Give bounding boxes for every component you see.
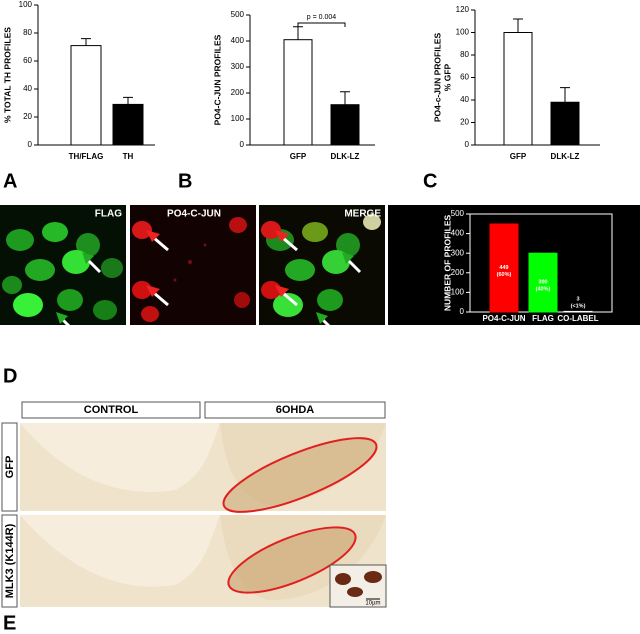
y-tick-label: 0 xyxy=(28,140,33,149)
panel-label: D xyxy=(3,365,17,387)
y-axis-label: % GFP xyxy=(442,63,452,91)
micrograph-pjun xyxy=(130,205,256,325)
y-tick-label: 400 xyxy=(231,36,245,45)
panel-label: A xyxy=(3,170,17,192)
y-tick-label: 80 xyxy=(460,50,469,59)
bar xyxy=(489,223,519,313)
y-tick-label: 60 xyxy=(23,56,32,65)
y-tick-label: 100 xyxy=(19,0,33,9)
arrows xyxy=(56,230,362,334)
annotation: p = 0.004 xyxy=(307,14,336,21)
x-tick-label: CO-LABEL xyxy=(557,314,598,323)
y-tick-label: 500 xyxy=(231,10,245,19)
micrograph-label: FLAG xyxy=(95,209,122,220)
bar xyxy=(528,252,558,313)
micrograph-merge xyxy=(259,205,385,325)
y-tick-label: 20 xyxy=(460,118,469,127)
bar xyxy=(330,104,360,146)
tissue-section xyxy=(20,423,386,513)
header-box xyxy=(204,401,386,419)
y-tick-label: 200 xyxy=(231,88,245,97)
y-tick-label: 400 xyxy=(451,229,465,238)
row-label: GFP xyxy=(4,456,16,479)
y-tick-label: 500 xyxy=(451,209,465,218)
y-tick-label: 0 xyxy=(465,140,470,149)
bar xyxy=(112,103,144,146)
y-tick-label: 200 xyxy=(451,268,465,277)
y-tick-label: 300 xyxy=(231,62,245,71)
x-tick-label: GFP xyxy=(290,152,307,161)
bar xyxy=(563,310,593,313)
value-label: 3 (<1%) xyxy=(571,297,586,310)
header-box xyxy=(21,401,201,419)
y-tick-label: 100 xyxy=(451,288,465,297)
y-tick-label: 100 xyxy=(456,28,470,37)
value-label: 300 (40%) xyxy=(536,280,551,293)
y-tick-label: 0 xyxy=(460,307,465,316)
error-bar xyxy=(340,91,350,105)
micrograph-flag xyxy=(0,205,126,325)
y-tick-label: 120 xyxy=(456,5,470,14)
error-bar xyxy=(293,26,303,40)
x-tick-label: FLAG xyxy=(532,314,554,323)
section-header: 6OHDA xyxy=(276,404,315,416)
error-bar xyxy=(123,96,133,105)
row-box xyxy=(1,422,18,512)
x-tick-label: DLK-LZ xyxy=(331,152,360,161)
y-tick-label: 300 xyxy=(451,248,465,257)
error-bar xyxy=(513,18,523,33)
x-tick-label: PO4-C-JUN xyxy=(482,314,525,323)
y-tick-label: 20 xyxy=(23,112,32,121)
y-axis-label: PO4-c-JUN PROFILES xyxy=(432,33,442,123)
y-tick-label: 40 xyxy=(23,84,32,93)
y-axis-label: PO4-C-JUN PROFILES xyxy=(212,34,222,125)
x-tick-label: TH xyxy=(123,152,134,161)
bar xyxy=(503,32,533,146)
micrograph-label: MERGE xyxy=(344,209,381,220)
y-axis-label: NUMBER OF PROFILES xyxy=(442,215,452,312)
y-axis-label: % TOTAL TH PROFILES xyxy=(2,27,12,123)
y-tick-label: 80 xyxy=(23,28,32,37)
y-tick-label: 100 xyxy=(231,114,245,123)
significance-bracket xyxy=(297,22,346,27)
micrograph-label: PO4-C-JUN xyxy=(167,209,221,220)
x-tick-label: DLK-LZ xyxy=(551,152,580,161)
bar xyxy=(550,101,580,146)
panel-label: C xyxy=(423,170,437,192)
y-tick-label: 40 xyxy=(460,95,469,104)
y-tick-label: 0 xyxy=(240,140,245,149)
row-label: MLK3 (K144R) xyxy=(4,523,16,598)
bar xyxy=(70,45,102,146)
bar xyxy=(283,39,313,146)
tissue-section xyxy=(20,515,387,608)
value-label: 449 (60%) xyxy=(497,265,512,278)
panel-label: E xyxy=(3,612,16,634)
y-tick-label: 60 xyxy=(460,73,469,82)
x-tick-label: GFP xyxy=(510,152,527,161)
error-bar xyxy=(81,38,91,46)
scale-bar-label: 10µm xyxy=(365,601,380,607)
error-bar xyxy=(560,87,570,103)
x-tick-label: TH/FLAG xyxy=(69,152,104,161)
section-header: CONTROL xyxy=(84,404,139,416)
panel-label: B xyxy=(178,170,192,192)
row-box xyxy=(1,514,18,608)
